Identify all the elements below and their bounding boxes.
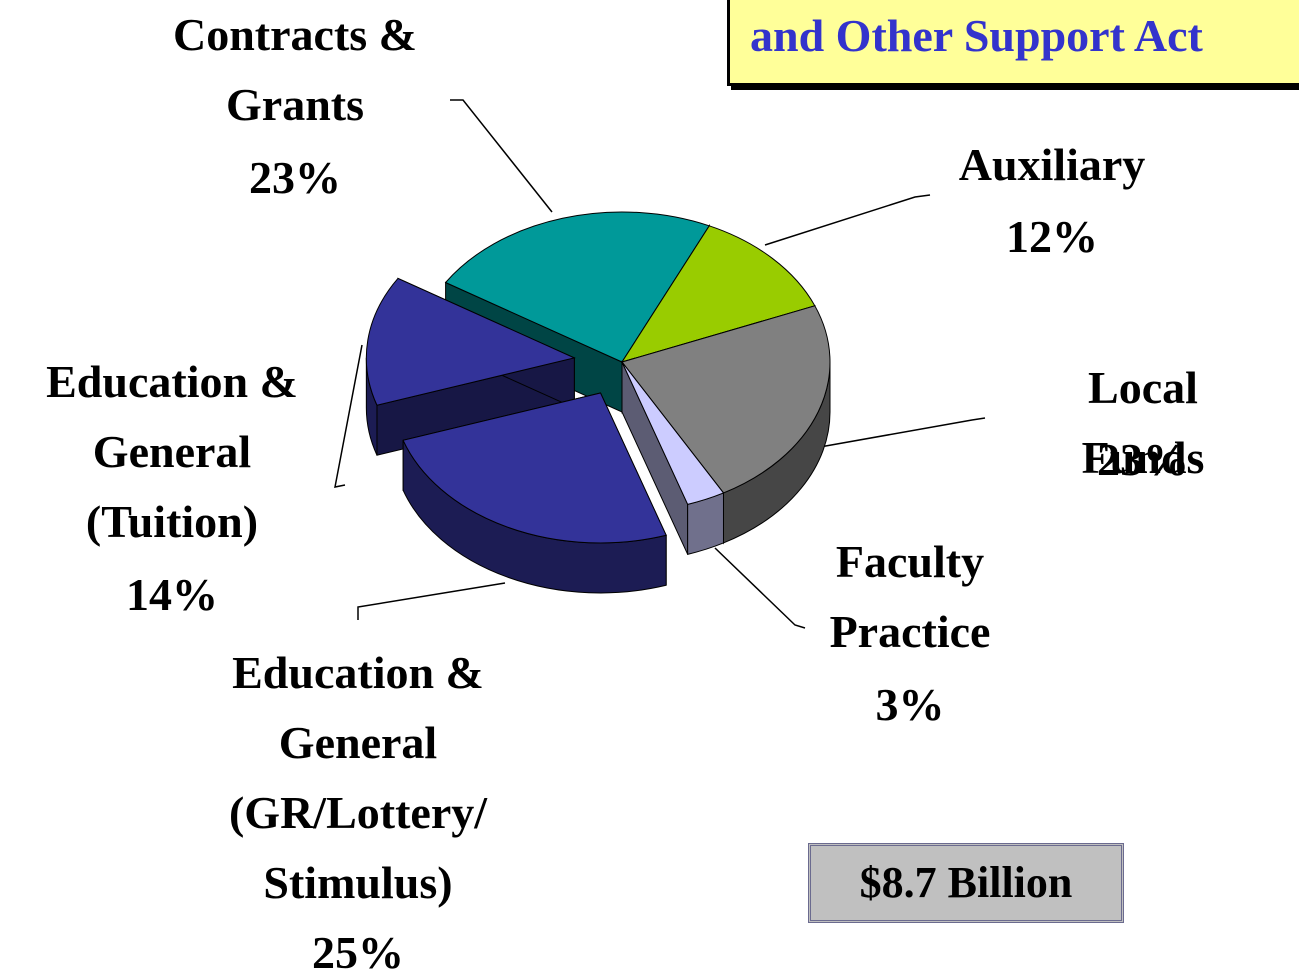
leader-line	[714, 547, 806, 629]
leader-lines	[334, 99, 986, 629]
slice-label: Education & General (Tuition)	[46, 356, 298, 547]
slice	[365, 277, 576, 406]
leader-line	[764, 194, 931, 246]
leader-line	[357, 582, 506, 620]
slice-value-label: 23%	[249, 152, 341, 203]
slice-label: Education & General (GR/Lottery/ Stimulu…	[228, 647, 488, 908]
slice-label: Local Funds	[1081, 362, 1205, 483]
slice-label: Contracts & Grants	[173, 9, 417, 130]
leader-line	[450, 99, 553, 213]
slice-value-label: 23%	[1097, 434, 1189, 485]
slice-value-label: 3%	[875, 679, 945, 730]
slice-label: Auxiliary	[958, 139, 1146, 190]
slice	[620, 225, 816, 363]
slice-value-label: 14%	[126, 569, 218, 620]
title-box: and Other Support Act	[727, 0, 1299, 86]
annotation: $8.7 Billion	[808, 843, 1124, 923]
slice-value-label: 25%	[312, 927, 404, 975]
pie	[365, 211, 831, 594]
leader-line	[819, 417, 986, 448]
slice	[444, 211, 711, 363]
slice-label: Faculty Practice	[829, 536, 991, 657]
leader-line	[334, 344, 363, 488]
slice-value-label: 12%	[1006, 211, 1098, 262]
slice	[402, 392, 667, 544]
slice	[621, 305, 831, 494]
slice	[621, 361, 725, 505]
chart-title: and Other Support Act	[750, 10, 1203, 61]
